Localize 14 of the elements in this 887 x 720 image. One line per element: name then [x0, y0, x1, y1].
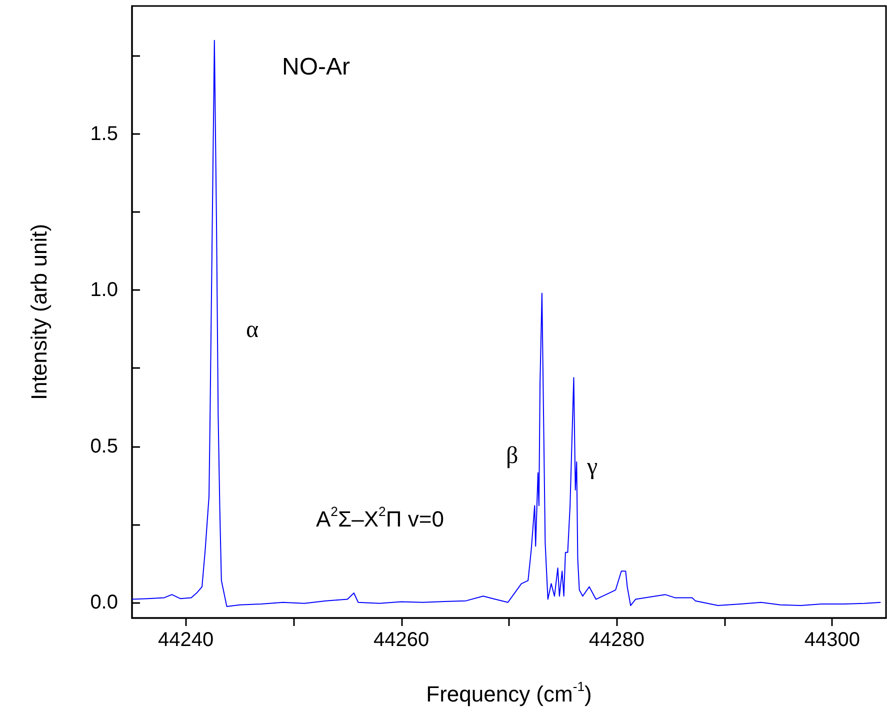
annotation: β	[506, 443, 518, 469]
y-axis-title: Intensity (arb unit)	[26, 224, 52, 400]
annotation: α	[246, 317, 259, 343]
y-tick-label: 1.0	[90, 279, 118, 302]
y-tick-label: 0.5	[90, 435, 118, 458]
line-series	[132, 40, 882, 607]
x-tick-label: 44280	[588, 629, 645, 651]
annotation: γ	[586, 454, 598, 480]
x-tick-label: 44240	[158, 629, 214, 651]
x-tick-label: 44300	[804, 629, 860, 651]
y-tick-label: 1.5	[90, 123, 118, 146]
text: NO-Ar	[282, 54, 350, 80]
y-tick-label: 0.0	[90, 591, 118, 614]
x-tick-label: 44260	[373, 629, 430, 651]
